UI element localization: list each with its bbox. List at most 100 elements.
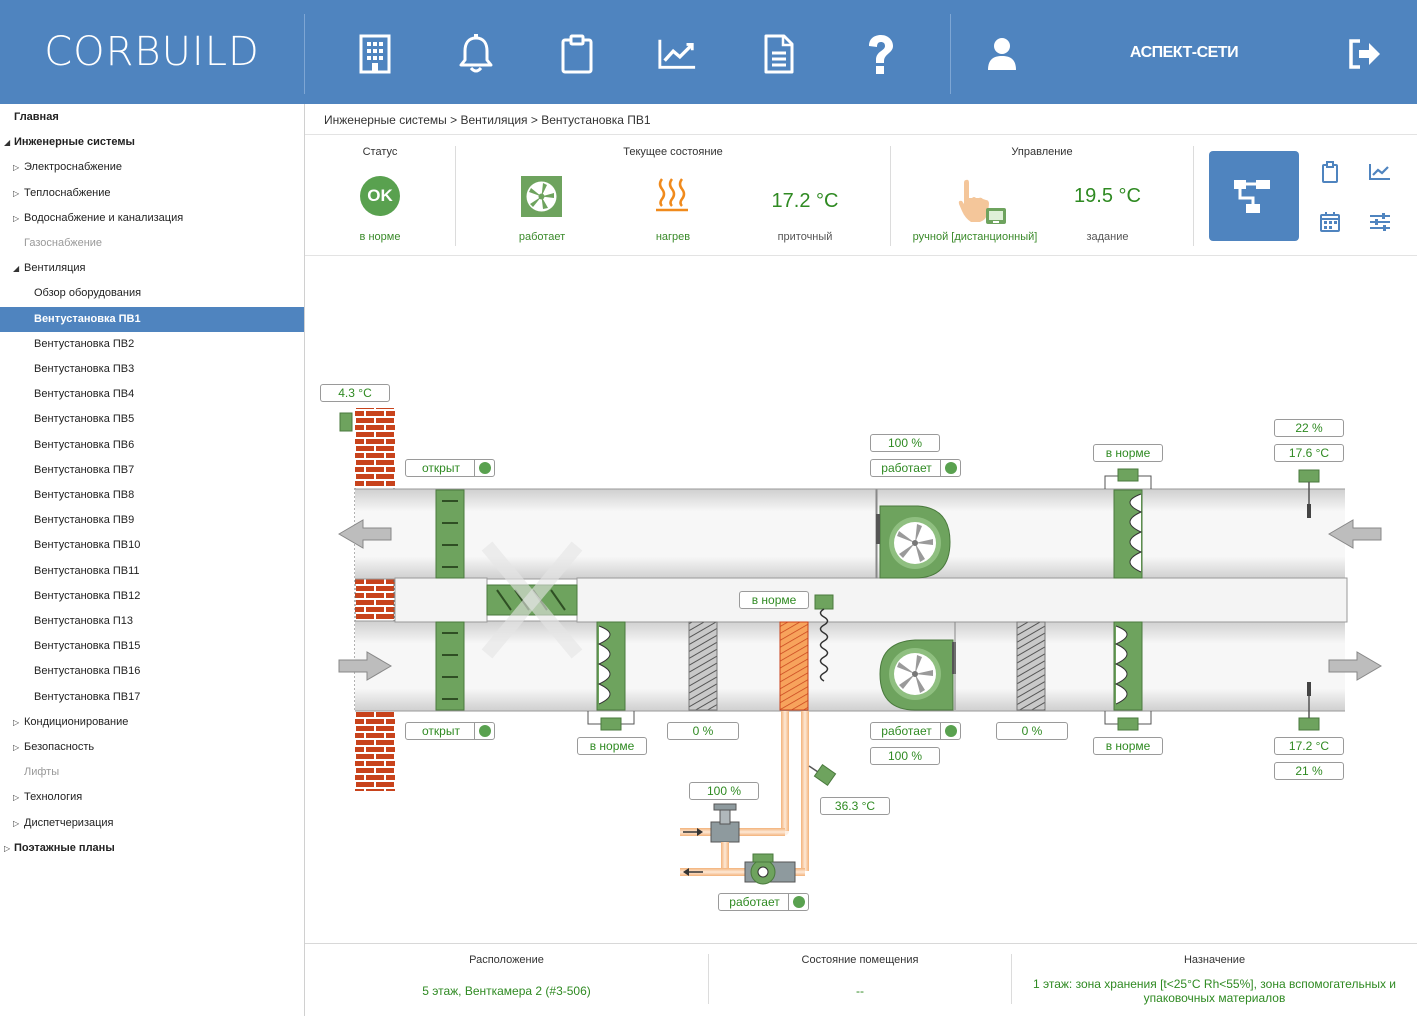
sidebar-item[interactable]: Вентустановка ПВ2: [0, 332, 304, 357]
manual-control-icon: [956, 178, 1006, 226]
sidebar-item[interactable]: Газоснабжение: [0, 231, 304, 256]
sidebar-item[interactable]: Главная: [0, 105, 304, 130]
exhaust-fan-speed-tag[interactable]: 100 %: [870, 434, 940, 452]
sidebar-item[interactable]: ◢ Инженерные системы: [0, 130, 304, 155]
sidebar-item-label: Вентустановка ПВ12: [34, 589, 141, 602]
sidebar-item[interactable]: Вентустановка ПВ3: [0, 357, 304, 382]
supply-temp-value: 17.2 °C: [771, 190, 839, 212]
valve-pct-tag[interactable]: 100 %: [689, 782, 759, 800]
collapsed-arrow-icon[interactable]: ▷: [13, 743, 20, 752]
bell-icon[interactable]: [456, 32, 496, 76]
damper-top-status[interactable]: открыт: [405, 459, 495, 477]
sidebar-item[interactable]: Лифты: [0, 760, 304, 785]
outdoor-temp-tag[interactable]: 4.3 °C: [320, 384, 390, 402]
sidebar-item-label: Вентустановка ПВ17: [34, 690, 141, 703]
top-header: CORBUILD АСПЕКТ-СЕТИ: [0, 0, 1417, 104]
sidebar-item[interactable]: Обзор оборудования: [0, 281, 304, 306]
sidebar-item[interactable]: Вентустановка ПВ16: [0, 659, 304, 684]
damper-bottom-status[interactable]: открыт: [405, 722, 495, 740]
sidebar-item[interactable]: Вентустановка ПВ5: [0, 407, 304, 432]
supply-fan-status[interactable]: работает: [870, 722, 961, 740]
sidebar-item[interactable]: Вентустановка П13: [0, 609, 304, 634]
sidebar-item[interactable]: ▷ Кондиционирование: [0, 710, 304, 735]
trend-chart-icon[interactable]: [1368, 160, 1392, 184]
sidebar-item-label: Инженерные системы: [14, 136, 135, 149]
sidebar-item[interactable]: Вентустановка ПВ8: [0, 483, 304, 508]
help-icon[interactable]: [860, 32, 900, 76]
sidebar-item[interactable]: Вентустановка ПВ6: [0, 433, 304, 458]
exhaust-fan-status[interactable]: работает: [870, 459, 961, 477]
pump-status[interactable]: работает: [718, 893, 809, 911]
bypass1-pct-tag[interactable]: 0 %: [667, 722, 739, 740]
collapsed-arrow-icon[interactable]: ▷: [13, 213, 20, 223]
breadcrumb[interactable]: Инженерные системы > Вентиляция > Вентус…: [324, 113, 651, 127]
status-dot-icon: [945, 462, 957, 474]
exhaust-temp-tag[interactable]: 17.6 °C: [1274, 444, 1344, 462]
setpoint-value: 19.5 °C: [1074, 185, 1141, 207]
user-icon[interactable]: [982, 32, 1022, 76]
report-clipboard-icon[interactable]: [1318, 160, 1342, 184]
corbuild-logo[interactable]: CORBUILD: [44, 29, 260, 75]
collapsed-arrow-icon[interactable]: ▷: [4, 843, 11, 853]
location-value: 5 этаж, Венткамера 2 (#3-506): [422, 984, 591, 998]
expanded-arrow-icon[interactable]: ◢: [13, 264, 20, 274]
footer-divider: [708, 954, 709, 1004]
heater-status-tag[interactable]: в норме: [739, 591, 809, 609]
supply-fan-speed-tag[interactable]: 100 %: [870, 747, 940, 765]
calendar-icon[interactable]: [1318, 210, 1342, 234]
supply-temp-tag[interactable]: 17.2 °C: [1274, 737, 1344, 755]
clipboard-icon[interactable]: [557, 32, 597, 76]
supply-humidity-tag[interactable]: 21 %: [1274, 762, 1344, 780]
bypass2-pct-tag[interactable]: 0 %: [996, 722, 1068, 740]
organization-name[interactable]: АСПЕКТ-СЕТИ: [1129, 44, 1239, 61]
sidebar-item[interactable]: ▷ Диспетчеризация: [0, 811, 304, 836]
expanded-arrow-icon[interactable]: ◢: [4, 138, 11, 148]
return-water-temp-tag[interactable]: 36.3 °C: [820, 797, 890, 815]
supply-filter1-tag[interactable]: в норме: [577, 737, 647, 755]
logout-icon[interactable]: [1345, 32, 1385, 76]
header-divider-2: [950, 14, 951, 94]
panel-divider: [455, 146, 456, 246]
sidebar-item-label: Вентустановка ПВ4: [34, 388, 135, 401]
sidebar-item[interactable]: ▷ Технология: [0, 785, 304, 810]
sidebar-item[interactable]: ▷ Водоснабжение и канализация: [0, 206, 304, 231]
status-dot-icon: [479, 725, 491, 737]
settings-sliders-icon[interactable]: [1368, 210, 1392, 234]
exhaust-filter-tag[interactable]: в норме: [1093, 444, 1163, 462]
sidebar-item[interactable]: Вентустановка ПВ1: [0, 306, 304, 332]
sidebar-item[interactable]: Вентустановка ПВ11: [0, 559, 304, 584]
location-label: Расположение: [469, 954, 544, 966]
scheme-view-button[interactable]: [1209, 151, 1299, 241]
sidebar-item[interactable]: Вентустановка ПВ12: [0, 584, 304, 609]
sidebar-item[interactable]: ▷ Поэтажные планы: [0, 836, 304, 861]
sidebar-item[interactable]: Вентустановка ПВ9: [0, 508, 304, 533]
chart-icon[interactable]: [657, 32, 697, 76]
collapsed-arrow-icon[interactable]: ▷: [13, 163, 20, 173]
collapsed-arrow-icon[interactable]: ▷: [13, 818, 20, 828]
sidebar-item[interactable]: ▷ Безопасность: [0, 735, 304, 760]
collapsed-arrow-icon[interactable]: ▷: [13, 793, 20, 803]
sidebar-item[interactable]: Вентустановка ПВ15: [0, 634, 304, 659]
sidebar-item[interactable]: Вентустановка ПВ17: [0, 685, 304, 710]
sidebar-item-label: Вентиляция: [24, 262, 86, 275]
control-mode-value: ручной [дистанционный]: [912, 231, 1038, 243]
sidebar-item-label: Газоснабжение: [24, 237, 103, 249]
sidebar-item[interactable]: ▷ Электроснабжение: [0, 155, 304, 180]
status-dot-icon: [479, 462, 491, 474]
purpose-label: Назначение: [1183, 954, 1246, 966]
sidebar-item-label: Вентустановка П13: [34, 615, 134, 627]
sidebar-item[interactable]: Вентустановка ПВ10: [0, 533, 304, 558]
sidebar-item[interactable]: Вентустановка ПВ4: [0, 382, 304, 407]
collapsed-arrow-icon[interactable]: ▷: [13, 188, 20, 198]
building-icon[interactable]: [355, 32, 395, 76]
sidebar-item[interactable]: ◢ Вентиляция: [0, 256, 304, 281]
exhaust-humidity-tag[interactable]: 22 %: [1274, 419, 1344, 437]
pump-label: работает: [729, 895, 780, 909]
sidebar-item[interactable]: ▷ Теплоснабжение: [0, 181, 304, 206]
sidebar-item[interactable]: Вентустановка ПВ7: [0, 458, 304, 483]
collapsed-arrow-icon[interactable]: ▷: [13, 717, 20, 727]
sidebar-item-label: Технология: [24, 791, 83, 804]
supply-filter2-tag[interactable]: в норме: [1093, 737, 1163, 755]
sidebar-item-label: Водоснабжение и канализация: [24, 211, 184, 224]
document-icon[interactable]: [759, 32, 799, 76]
